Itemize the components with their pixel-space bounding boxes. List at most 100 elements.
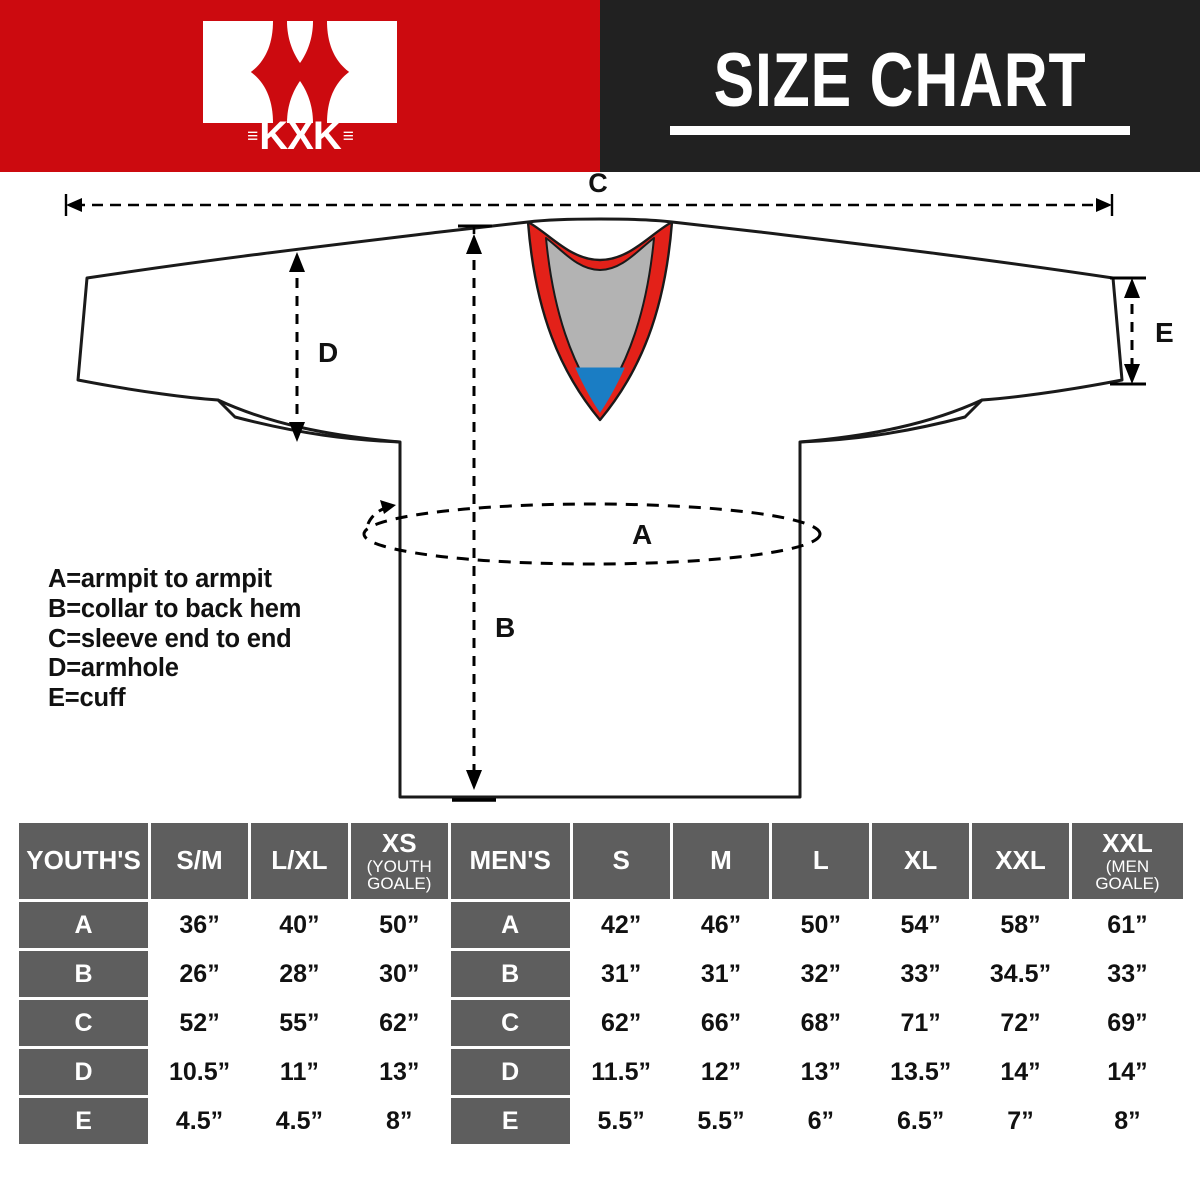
header-cell-s: S (572, 823, 670, 899)
jersey-diagram-svg: C (64, 172, 1174, 802)
table-row: E 4.5” 4.5” 8” E 5.5” 5.5” 6” 6.5” 7” 8” (19, 1098, 1183, 1144)
cell-men-a-4: 58” (972, 902, 1069, 948)
size-table-wrapper: YOUTH'S S/M L/XL XS (YOUTH GOALE) MEN'S (16, 820, 1186, 1147)
page-header: ≡ KXK ≡ SIZE CHART (0, 0, 1200, 172)
header-cell-m: M (672, 823, 770, 899)
measurement-legend: A=armpit to armpit B=collar to back hem … (48, 565, 378, 714)
cell-men-a-5: 61” (1071, 902, 1183, 948)
cell-men-a-2: 50” (772, 902, 870, 948)
cell-men-b-5: 33” (1071, 951, 1183, 997)
header-cell-xl: XL (872, 823, 970, 899)
header-sub-10: (MEN GOALE) (1095, 856, 1160, 893)
jersey-right-sleeve-seam (798, 398, 983, 462)
cell-men-c-2: 68” (772, 1000, 870, 1046)
header-main-9: XXL (995, 845, 1046, 876)
dimension-a (362, 500, 822, 566)
dimension-b (452, 224, 496, 802)
cell-men-a-1: 46” (672, 902, 770, 948)
cell-men-e-0: 5.5” (572, 1098, 670, 1144)
cell-youth-c-1: 55” (250, 1000, 348, 1046)
header-main-10: XXL (1102, 827, 1153, 858)
header-main-8: XL (904, 845, 938, 876)
cell-men-b-4: 34.5” (972, 951, 1069, 997)
cell-men-b-3: 33” (872, 951, 970, 997)
legend-line-d: D=armhole (48, 654, 179, 683)
dimension-d (289, 252, 305, 442)
cell-men-c-3: 71” (872, 1000, 970, 1046)
brand-wordmark: KXK (259, 114, 341, 158)
legend-line-b: B=collar to back hem (48, 594, 302, 623)
header-cell-xxl: XXL (972, 823, 1069, 899)
dimension-label-d: D (318, 337, 338, 368)
row-label-men-c: C (450, 1000, 570, 1046)
header-main-2: L/XL (271, 845, 328, 876)
cell-youth-c-2: 62” (350, 1000, 448, 1046)
cell-men-d-5: 14” (1071, 1049, 1183, 1095)
cell-men-d-2: 13” (772, 1049, 870, 1095)
legend-line-a: A=armpit to armpit (48, 565, 272, 593)
cell-youth-e-2: 8” (350, 1098, 448, 1144)
header-main-1: S/M (176, 845, 223, 876)
brand-panel: ≡ KXK ≡ (0, 0, 600, 172)
dimension-label-b: B (495, 612, 515, 643)
dimension-label-e: E (1155, 317, 1174, 348)
jersey-outline (76, 217, 1124, 799)
cell-men-c-0: 62” (572, 1000, 670, 1046)
cell-men-c-1: 66” (672, 1000, 770, 1046)
dimension-label-a: A (632, 519, 652, 550)
row-label-youth-d: D (19, 1049, 149, 1095)
jersey-diagram: C (0, 172, 1200, 820)
cell-men-e-5: 8” (1071, 1098, 1183, 1144)
kxk-logo-icon (203, 21, 397, 123)
row-label-men-e: E (450, 1098, 570, 1144)
table-row: D 10.5” 11” 13” D 11.5” 12” 13” 13.5” 14… (19, 1049, 1183, 1095)
table-header-row: YOUTH'S S/M L/XL XS (YOUTH GOALE) MEN'S (19, 823, 1183, 899)
table-row: B 26” 28” 30” B 31” 31” 32” 33” 34.5” 33… (19, 951, 1183, 997)
cell-youth-a-1: 40” (250, 902, 348, 948)
brand-bars-left: ≡ (247, 125, 258, 147)
dimension-e (1110, 276, 1146, 386)
cell-men-e-4: 7” (972, 1098, 1069, 1144)
header-cell-l: L (772, 823, 870, 899)
dimension-c (64, 194, 1114, 216)
header-cell-xxl-men-goale: XXL (MEN GOALE) (1071, 823, 1183, 899)
header-cell-youths: YOUTH'S (19, 823, 149, 899)
header-cell-sm: S/M (151, 823, 248, 899)
header-cell-mens: MEN'S (450, 823, 570, 899)
cell-men-d-4: 14” (972, 1049, 1069, 1095)
cell-men-d-0: 11.5” (572, 1049, 670, 1095)
page-title: SIZE CHART (713, 37, 1087, 123)
cell-youth-c-0: 52” (151, 1000, 248, 1046)
cell-youth-b-0: 26” (151, 951, 248, 997)
dimension-label-c: C (588, 172, 608, 198)
cell-men-e-1: 5.5” (672, 1098, 770, 1144)
cell-youth-d-0: 10.5” (151, 1049, 248, 1095)
row-label-youth-a: A (19, 902, 149, 948)
cell-men-a-3: 54” (872, 902, 970, 948)
brand-bars-right: ≡ (342, 125, 354, 147)
cell-men-e-2: 6” (772, 1098, 870, 1144)
title-panel: SIZE CHART (600, 0, 1200, 172)
cell-men-c-5: 69” (1071, 1000, 1183, 1046)
cell-youth-b-2: 30” (350, 951, 448, 997)
cell-youth-a-0: 36” (151, 902, 248, 948)
kxk-logo: ≡ KXK ≡ (195, 13, 405, 159)
cell-youth-e-0: 4.5” (151, 1098, 248, 1144)
size-table-body: A 36” 40” 50” A 42” 46” 50” 54” 58” 61” … (19, 902, 1183, 1144)
cell-youth-d-2: 13” (350, 1049, 448, 1095)
row-label-men-b: B (450, 951, 570, 997)
row-label-youth-b: B (19, 951, 149, 997)
header-main-3: XS (381, 827, 417, 858)
size-table: YOUTH'S S/M L/XL XS (YOUTH GOALE) MEN'S (16, 820, 1186, 1147)
cell-men-a-0: 42” (572, 902, 670, 948)
table-row: C 52” 55” 62” C 62” 66” 68” 71” 72” 69” (19, 1000, 1183, 1046)
legend-line-e: E=cuff (48, 684, 126, 713)
cell-youth-b-1: 28” (250, 951, 348, 997)
header-cell-lxl: L/XL (250, 823, 348, 899)
row-label-men-a: A (450, 902, 570, 948)
title-underline (670, 126, 1130, 136)
cell-men-d-1: 12” (672, 1049, 770, 1095)
cell-men-e-3: 6.5” (872, 1098, 970, 1144)
header-sub-3: (YOUTH GOALE) (366, 856, 432, 893)
